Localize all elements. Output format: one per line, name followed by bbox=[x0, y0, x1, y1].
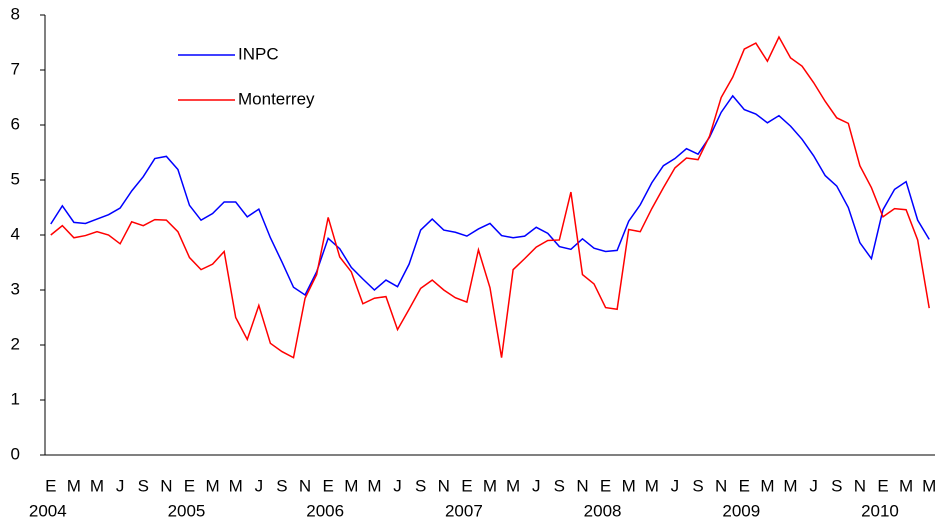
x-tick-label: E bbox=[184, 476, 195, 495]
x-tick-label: M bbox=[506, 476, 520, 495]
x-tick-label: S bbox=[276, 476, 287, 495]
x-year-label: 2006 bbox=[306, 501, 344, 520]
x-tick-label: S bbox=[692, 476, 703, 495]
x-tick-label: E bbox=[45, 476, 56, 495]
x-tick-label: N bbox=[160, 476, 172, 495]
x-tick-label: J bbox=[671, 476, 680, 495]
x-tick-label: J bbox=[809, 476, 818, 495]
x-tick-label: N bbox=[715, 476, 727, 495]
x-tick-label: J bbox=[116, 476, 125, 495]
x-year-label: 2010 bbox=[861, 501, 899, 520]
x-year-label: 2004 bbox=[29, 501, 67, 520]
y-tick-label: 3 bbox=[11, 279, 20, 298]
y-tick-label: 0 bbox=[11, 444, 20, 463]
y-tick-label: 5 bbox=[11, 169, 20, 188]
x-tick-label: S bbox=[554, 476, 565, 495]
x-tick-label: E bbox=[461, 476, 472, 495]
x-tick-label: E bbox=[323, 476, 334, 495]
x-year-label: 2009 bbox=[722, 501, 760, 520]
series-line bbox=[50, 35, 930, 359]
x-tick-label: M bbox=[899, 476, 913, 495]
x-tick-label: N bbox=[576, 476, 588, 495]
y-tick-label: 8 bbox=[11, 4, 20, 23]
x-tick-label: E bbox=[877, 476, 888, 495]
x-year-label: 2005 bbox=[168, 501, 206, 520]
x-tick-label: N bbox=[854, 476, 866, 495]
y-tick-label: 4 bbox=[11, 224, 20, 243]
x-tick-label: J bbox=[532, 476, 541, 495]
x-tick-label: M bbox=[367, 476, 381, 495]
x-tick-label: J bbox=[393, 476, 402, 495]
y-tick-label: 7 bbox=[11, 59, 20, 78]
x-tick-label: M bbox=[206, 476, 220, 495]
x-tick-label: M bbox=[645, 476, 659, 495]
x-tick-label: M bbox=[922, 476, 936, 495]
x-tick-label: N bbox=[299, 476, 311, 495]
x-tick-label: S bbox=[831, 476, 842, 495]
x-tick-label: M bbox=[67, 476, 81, 495]
x-tick-label: E bbox=[739, 476, 750, 495]
x-tick-label: M bbox=[622, 476, 636, 495]
x-tick-label: E bbox=[600, 476, 611, 495]
x-tick-label: M bbox=[783, 476, 797, 495]
x-year-label: 2007 bbox=[445, 501, 483, 520]
x-year-label: 2008 bbox=[584, 501, 622, 520]
x-tick-label: J bbox=[255, 476, 264, 495]
y-tick-label: 1 bbox=[11, 389, 20, 408]
x-tick-label: S bbox=[415, 476, 426, 495]
x-tick-label: M bbox=[90, 476, 104, 495]
x-tick-label: M bbox=[229, 476, 243, 495]
series-line bbox=[50, 94, 930, 297]
x-tick-label: N bbox=[438, 476, 450, 495]
legend-label: INPC bbox=[238, 44, 279, 63]
x-tick-label: M bbox=[483, 476, 497, 495]
y-tick-label: 6 bbox=[11, 114, 20, 133]
x-tick-label: S bbox=[138, 476, 149, 495]
y-tick-label: 2 bbox=[11, 334, 20, 353]
x-tick-label: M bbox=[760, 476, 774, 495]
x-tick-label: M bbox=[344, 476, 358, 495]
legend-label: Monterrey bbox=[238, 89, 315, 108]
